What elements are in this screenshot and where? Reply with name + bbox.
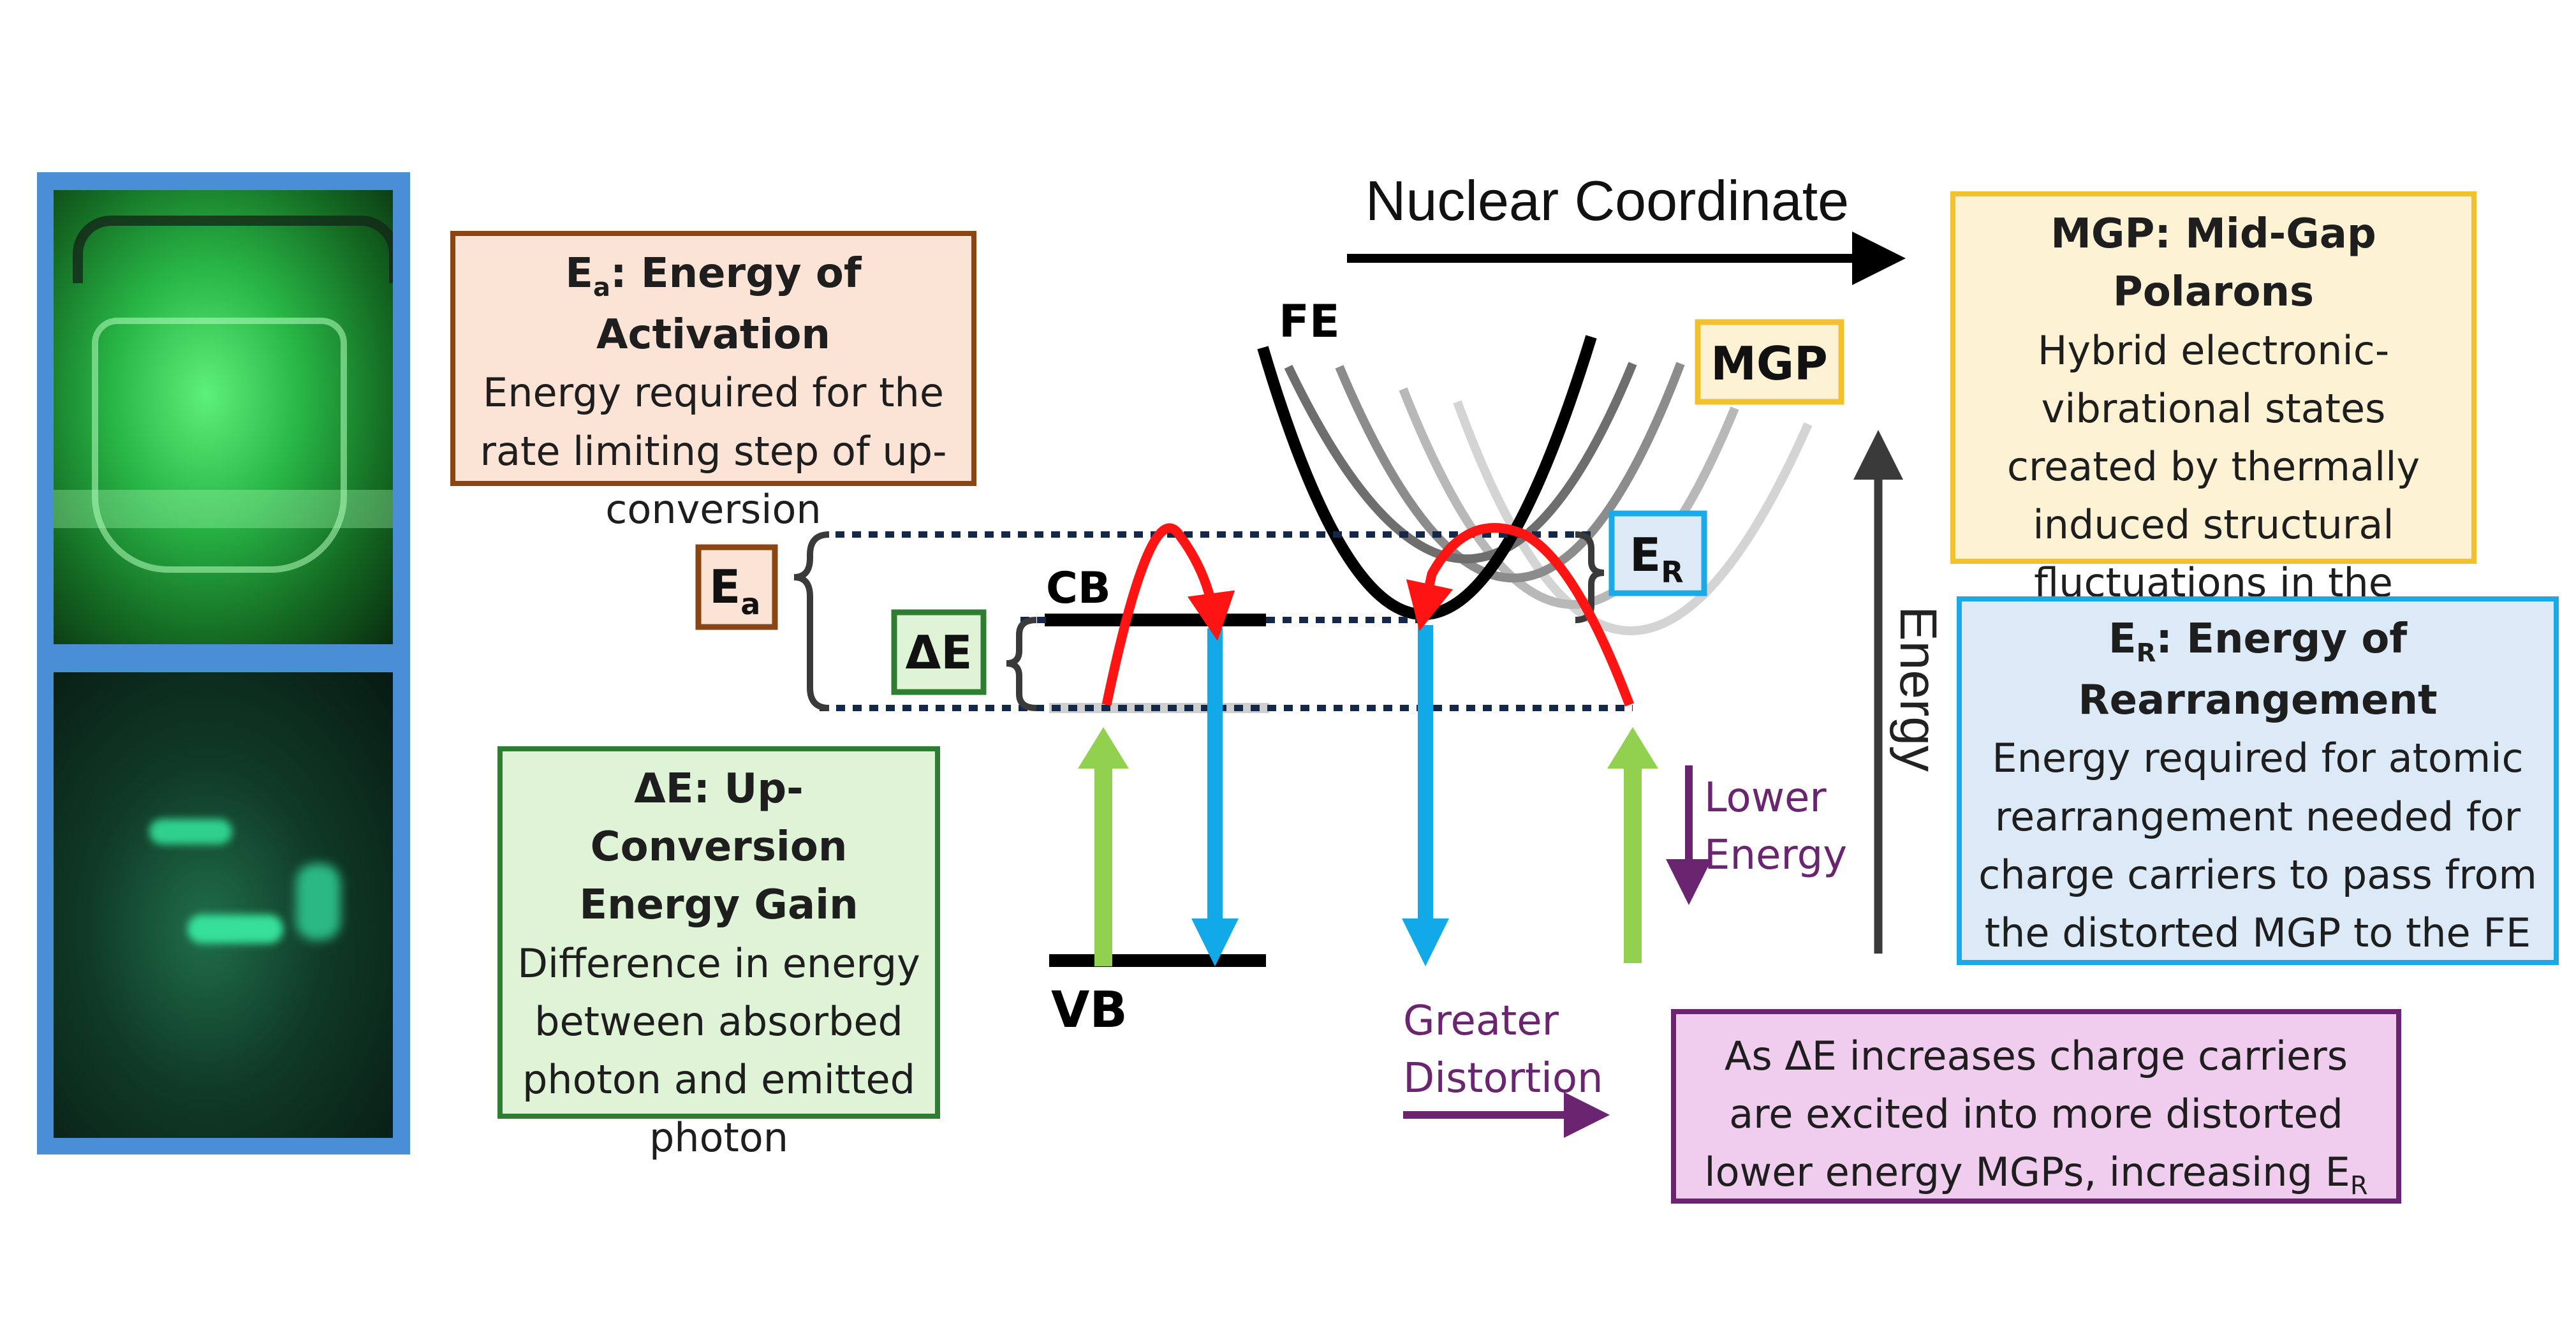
cb-label: CB [1046, 563, 1111, 614]
activation-energy-box: Ea: Energy of Activation Energy required… [450, 231, 976, 533]
absorption-arrowhead-mgp [1607, 727, 1658, 769]
ea-tag-label: Ea [709, 560, 760, 621]
emission-arrowhead-fe [1402, 918, 1449, 966]
delta-e-tag-label: ΔE [906, 626, 973, 679]
mgp-curve-4 [1453, 400, 1813, 635]
rearrangement-energy-description: Energy required for atomic rearrangement… [1978, 735, 2537, 956]
greater-distortion-label-2: Distortion [1403, 1055, 1603, 1102]
rearrangement-energy-title: ER: Energy of Rearrangement [2078, 616, 2438, 724]
mgp-curve-1 [1284, 362, 1637, 564]
emission-arrowhead-band [1191, 918, 1239, 966]
greater-distortion-label-1: Greater [1403, 998, 1559, 1045]
mgp-tag-label: MGP [1711, 337, 1828, 390]
activation-arrow-band [1101, 523, 1235, 706]
mgp-curve-2 [1335, 362, 1685, 583]
vb-label: VB [1051, 982, 1128, 1039]
photo-dim-green-glow [54, 672, 393, 1138]
energy-gain-box: ΔE: Up-Conversion Energy Gain Difference… [497, 746, 940, 1161]
energy-axis-label: Energy [1889, 606, 1947, 772]
lower-energy-label-1: Lower [1704, 774, 1827, 822]
energy-gain-brace [1006, 617, 1037, 711]
energy-gain-description: Difference in energy between absorbed ph… [517, 940, 920, 1161]
mid-gap-polarons-title: MGP: Mid-Gap Polarons [2050, 210, 2376, 316]
photo-bright-green-glow [54, 190, 393, 644]
absorption-arrowhead-band [1078, 727, 1129, 769]
rearrangement-energy-box: ER: Energy of Rearrangement Energy requi… [1957, 596, 2559, 965]
nuclear-coordinate-label: Nuclear Coordinate [1365, 169, 1849, 232]
er-tag-label: ER [1630, 528, 1684, 589]
ea-tag-box [695, 544, 778, 630]
activation-energy-description: Energy required for the rate limiting st… [480, 369, 947, 533]
energy-gain-title: ΔE: Up-Conversion Energy Gain [579, 765, 858, 929]
lower-energy-label-2: Energy [1704, 832, 1847, 879]
activation-energy-brace [793, 531, 830, 711]
summary-box: As ΔE increases charge carriers are exci… [1671, 1009, 2401, 1204]
rearrangement-arrow [1406, 523, 1635, 707]
summary-text: As ΔE increases charge carriers are exci… [1704, 1033, 2368, 1201]
delta-e-tag-box [891, 609, 987, 695]
er-tag-box [1608, 510, 1707, 596]
mgp-tag-box [1695, 319, 1844, 405]
photo-panel [37, 172, 410, 1154]
mgp-curve-3 [1399, 387, 1739, 609]
fe-label: FE [1279, 295, 1340, 348]
activation-energy-title: Ea: Energy of Activation [565, 250, 862, 358]
